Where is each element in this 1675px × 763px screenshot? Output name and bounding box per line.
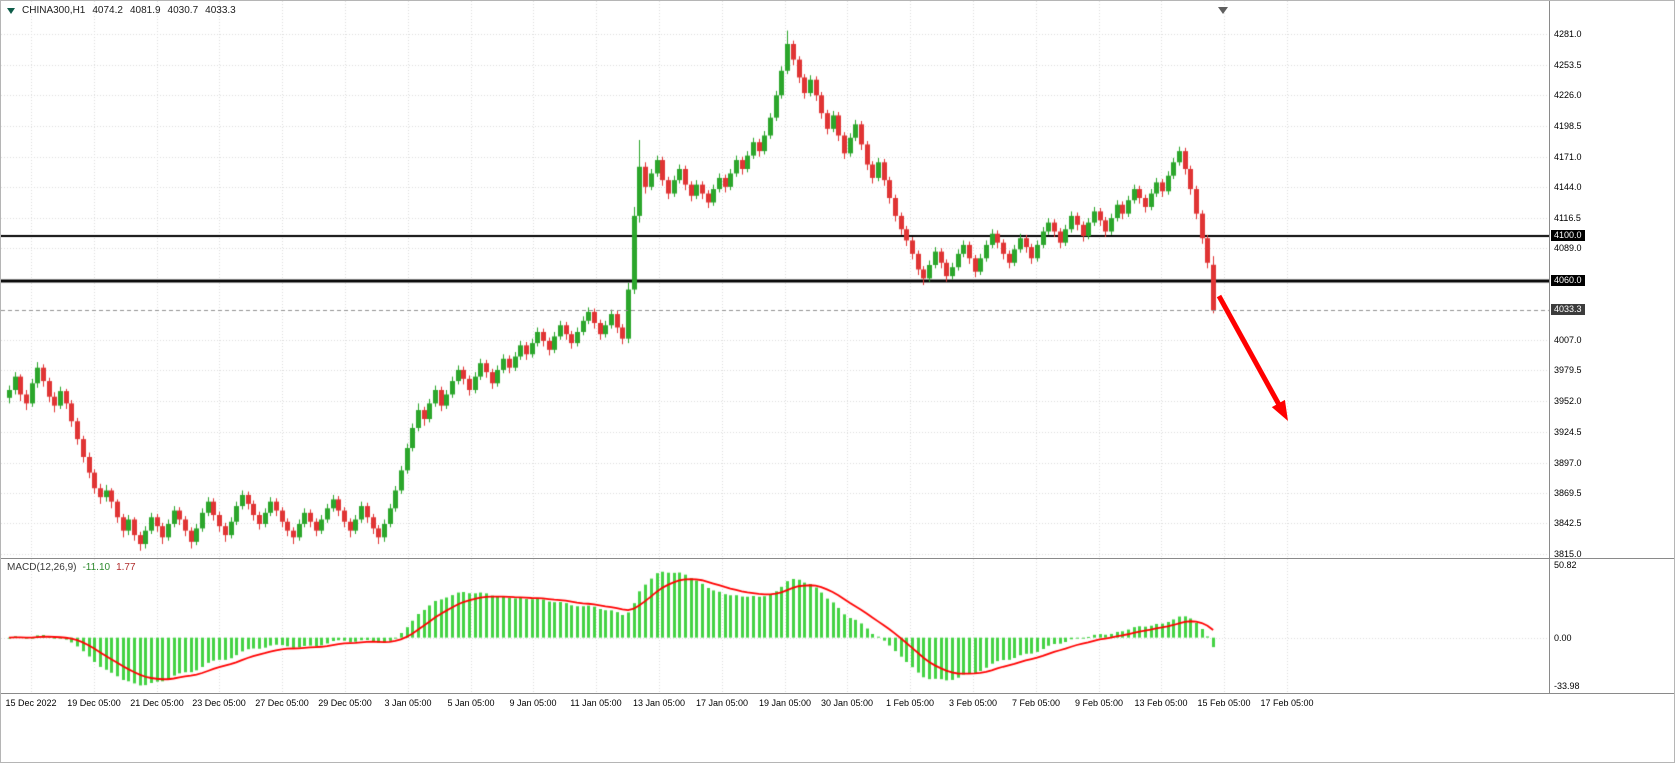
price-axis-label: 4144.0 [1554,182,1582,192]
macd-axis-label: 50.82 [1554,560,1577,570]
price-axis[interactable]: 4281.0 4253.5 4226.0 4198.5 4171.0 4144.0 4116… [1549,1,1674,693]
price-axis-label: 3897.0 [1554,458,1582,468]
time-axis-label: 3 Jan 05:00 [384,698,432,708]
time-axis-label: 27 Dec 05:00 [255,698,309,708]
pane-separator[interactable] [1,558,1674,559]
time-axis-label: 13 Feb 05:00 [1134,698,1188,708]
hline-price-tag: 4060.0 [1551,275,1585,286]
time-axis-separator [1,693,1674,694]
indicator-label: MACD(12,26,9) -11.10 1.77 [7,562,136,573]
indicator-macd-value: -11.10 [82,562,111,573]
price-axis-label: 3924.5 [1554,427,1582,437]
price-axis-label: 4281.0 [1554,29,1582,39]
price-axis-label: 3842.5 [1554,518,1582,528]
macd-axis-label: 0.00 [1554,633,1572,643]
time-axis-label: 17 Jan 05:00 [695,698,749,708]
time-axis-label: 7 Feb 05:00 [1011,698,1061,708]
bar-low-value: 4030.7 [167,5,199,16]
time-axis-label: 13 Jan 05:00 [632,698,686,708]
time-axis-label: 21 Dec 05:00 [130,698,184,708]
time-axis-label: 9 Feb 05:00 [1074,698,1124,708]
bar-open-value: 4074.2 [92,5,123,16]
indicator-signal-value: 1.77 [116,562,136,573]
time-axis-label: 5 Jan 05:00 [447,698,495,708]
time-axis-label: 19 Jan 05:00 [758,698,812,708]
time-axis-label: 23 Dec 05:00 [192,698,246,708]
current-price-tag: 4033.3 [1551,304,1585,315]
time-axis-label: 15 Dec 2022 [5,698,57,708]
time-axis-label: 9 Jan 05:00 [509,698,557,708]
price-axis-label: 4116.5 [1554,213,1581,223]
time-axis-label: 11 Jan 05:00 [570,698,622,708]
bar-close-value: 4033.3 [205,5,236,16]
price-axis-label: 3952.0 [1554,396,1582,406]
macd-axis-label: -33.98 [1554,681,1580,691]
price-axis-label: 3815.0 [1554,549,1582,559]
symbol-dropdown-icon[interactable] [7,8,15,14]
price-axis-label: 4198.5 [1554,121,1582,131]
chart-shift-icon[interactable] [1218,7,1228,14]
time-axis-label: 30 Jan 05:00 [820,698,874,708]
bar-high-value: 4081.9 [129,5,161,16]
time-axis-label: 29 Dec 05:00 [318,698,372,708]
price-chart-canvas[interactable] [1,1,1549,693]
price-axis-label: 4171.0 [1554,152,1582,162]
price-axis-label: 4226.0 [1554,90,1582,100]
time-axis-label: 1 Feb 05:00 [885,698,935,708]
time-axis-label: 3 Feb 05:00 [948,698,998,708]
symbol-timeframe-label: CHINA300,H1 [22,5,86,16]
price-axis-label: 4089.0 [1554,243,1582,253]
price-axis-label: 4007.0 [1554,335,1582,345]
price-axis-label: 3869.5 [1554,488,1582,498]
time-axis-label: 17 Feb 05:00 [1260,698,1314,708]
time-axis[interactable]: 15 Dec 2022 19 Dec 05:00 21 Dec 05:00 23 De… [1,693,1674,717]
symbol-info: CHINA300,H1 4074.2 4081.9 4030.7 4033.3 [7,5,236,16]
indicator-name: MACD(12,26,9) [7,562,77,573]
price-axis-label: 3979.5 [1554,365,1582,375]
price-axis-label: 4253.5 [1554,60,1582,70]
time-axis-label: 15 Feb 05:00 [1197,698,1251,708]
time-axis-label: 19 Dec 05:00 [67,698,121,708]
hline-price-tag: 4100.0 [1551,230,1585,241]
